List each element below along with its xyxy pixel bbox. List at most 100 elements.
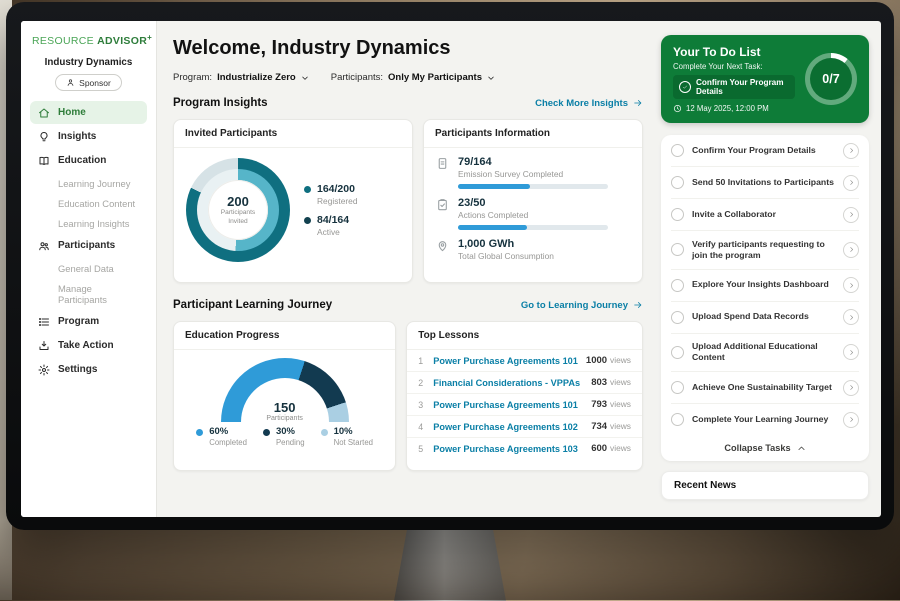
task-row[interactable]: Explore Your Insights Dashboard (671, 270, 859, 302)
donut-center-label: Participants Invited (220, 209, 256, 225)
lesson-link[interactable]: Power Purchase Agreements 101 (433, 399, 578, 410)
sidebar-item-learning-journey[interactable]: Learning Journey (30, 173, 147, 193)
task-chevron-button[interactable] (843, 344, 859, 361)
task-row[interactable]: Complete Your Learning Journey (671, 404, 859, 435)
program-filter: Program: Industrialize Zero (173, 72, 309, 83)
stat-label: Total Global Consumption (458, 251, 554, 261)
sidebar-item-settings[interactable]: Settings (30, 358, 147, 381)
sidebar-item-label: Take Action (58, 340, 114, 351)
lesson-row: 2 Financial Considerations - VPPAs 803 vi… (407, 372, 642, 394)
chevron-right-icon (849, 212, 853, 217)
recent-news-header[interactable]: Recent News (661, 471, 869, 501)
lesson-views: 600 (591, 443, 608, 454)
main-content: Welcome, Industry Dynamics Program: Indu… (157, 21, 655, 517)
task-row[interactable]: Upload Spend Data Records (671, 302, 859, 334)
logo-word-advisor: ADVISOR (97, 35, 148, 47)
task-checkbox[interactable] (671, 310, 684, 324)
sidebar-item-label: General Data (58, 262, 114, 274)
task-checkbox[interactable] (671, 208, 684, 221)
lesson-link[interactable]: Power Purchase Agreements 103 (433, 443, 578, 454)
lesson-link[interactable]: Power Purchase Agreements 101 (433, 355, 578, 366)
task-checkbox[interactable] (671, 278, 684, 292)
lesson-link[interactable]: Financial Considerations - VPPAs (433, 377, 581, 388)
task-label: Confirm Your Program Details (692, 144, 816, 155)
sidebar-item-learning-insights[interactable]: Learning Insights (30, 213, 147, 233)
todo-title: Your To Do List (673, 45, 761, 59)
task-row[interactable]: Upload Additional Educational Content (671, 334, 859, 373)
stat-actions-completed: 23/50 Actions Completed (424, 189, 642, 230)
check-more-insights-link[interactable]: Check More Insights (535, 98, 643, 109)
logo-plus: + (147, 33, 153, 42)
lesson-rank: 1 (418, 355, 424, 366)
legend-label: Pending (275, 438, 305, 447)
sidebar-item-program[interactable]: Program (30, 310, 147, 333)
sidebar: RESOURCE ADVISOR+ Industry Dynamics Spon… (21, 21, 157, 517)
legend-value: 60% (209, 426, 229, 437)
sidebar-item-education[interactable]: Education (30, 149, 147, 172)
progress-bar (458, 225, 608, 230)
chevron-right-icon (849, 282, 853, 288)
legend-label: Registered (317, 196, 358, 206)
lesson-views: 1000 (585, 355, 608, 366)
donut-center-value: 200 (227, 194, 249, 210)
book-icon (39, 156, 49, 165)
sidebar-item-label: Education Content (58, 197, 136, 209)
monitor-bezel: RESOURCE ADVISOR+ Industry Dynamics Spon… (6, 2, 894, 530)
task-chevron-button[interactable] (843, 174, 859, 191)
learning-journey-section-header: Participant Learning Journey Go to Learn… (173, 299, 643, 311)
card-title: Participants Information (424, 120, 642, 148)
next-task-due: 12 May 2025, 12:00 PM (673, 104, 795, 113)
todo-progress-text: 0/7 (822, 72, 840, 86)
legend-dot-registered (304, 186, 311, 193)
task-checkbox[interactable] (671, 243, 684, 257)
sidebar-item-education-content[interactable]: Education Content (30, 193, 147, 213)
go-to-learning-journey-link[interactable]: Go to Learning Journey (521, 300, 643, 311)
lesson-link[interactable]: Power Purchase Agreements 102 (433, 421, 578, 432)
sidebar-item-home[interactable]: Home (30, 101, 147, 124)
task-checkbox[interactable] (671, 345, 684, 359)
task-label: Upload Spend Data Records (692, 311, 809, 322)
task-chevron-button[interactable] (843, 206, 859, 223)
stat-global-consumption: 1,000 GWh Total Global Consumption (424, 230, 642, 261)
task-row[interactable]: Send 50 Invitations to Participants (671, 167, 859, 199)
arrow-right-icon (634, 100, 642, 106)
task-row[interactable]: Achieve One Sustainability Target (671, 372, 859, 405)
task-checkbox[interactable] (671, 381, 684, 395)
lesson-views: 734 (591, 421, 608, 432)
sidebar-item-take-action[interactable]: Take Action (30, 334, 147, 357)
sponsor-badge-label: Sponsor (79, 77, 111, 88)
task-row[interactable]: Verify participants requesting to join t… (671, 231, 859, 270)
sponsor-badge[interactable]: Sponsor (55, 74, 122, 91)
participants-select[interactable]: Only My Participants (388, 72, 495, 83)
task-row[interactable]: Confirm Your Program Details (671, 135, 859, 167)
check-circle-icon (679, 81, 691, 93)
sidebar-item-general-data[interactable]: General Data (30, 258, 147, 278)
task-chevron-button[interactable] (843, 142, 859, 159)
sidebar-item-participants[interactable]: Participants (30, 234, 147, 257)
task-list-card: Confirm Your Program Details Send 50 Inv… (661, 135, 869, 462)
participants-filter: Participants: Only My Participants (331, 72, 495, 83)
top-lessons-card: Top Lessons 1 Power Purchase Agreements … (406, 321, 643, 471)
task-chevron-button[interactable] (843, 241, 859, 258)
task-checkbox[interactable] (671, 144, 684, 157)
task-checkbox[interactable] (671, 413, 684, 427)
sidebar-item-manage-participants[interactable]: Manage Participants (30, 278, 147, 309)
logo-word-resource: RESOURCE (32, 35, 94, 47)
task-chevron-button[interactable] (843, 379, 859, 396)
collapse-tasks-button[interactable]: Collapse Tasks (671, 435, 859, 461)
lightbulb-icon (40, 131, 48, 141)
legend-dot-completed (196, 429, 204, 436)
task-chevron-button[interactable] (843, 277, 859, 294)
task-checkbox[interactable] (671, 176, 684, 189)
next-task-pill[interactable]: Confirm Your Program Details (673, 75, 795, 99)
gauge-center-value: 150 (273, 400, 296, 415)
todo-subtitle: Complete Your Next Task: (673, 62, 763, 71)
task-chevron-button[interactable] (843, 309, 859, 326)
sidebar-item-insights[interactable]: Insights (30, 125, 147, 148)
program-select[interactable]: Industrialize Zero (217, 72, 309, 83)
task-chevron-button[interactable] (843, 411, 859, 428)
lesson-rank: 2 (418, 377, 424, 388)
section-title: Program Insights (173, 97, 268, 109)
task-row[interactable]: Invite a Collaborator (671, 199, 859, 231)
legend-value: 84/164 (317, 214, 350, 226)
